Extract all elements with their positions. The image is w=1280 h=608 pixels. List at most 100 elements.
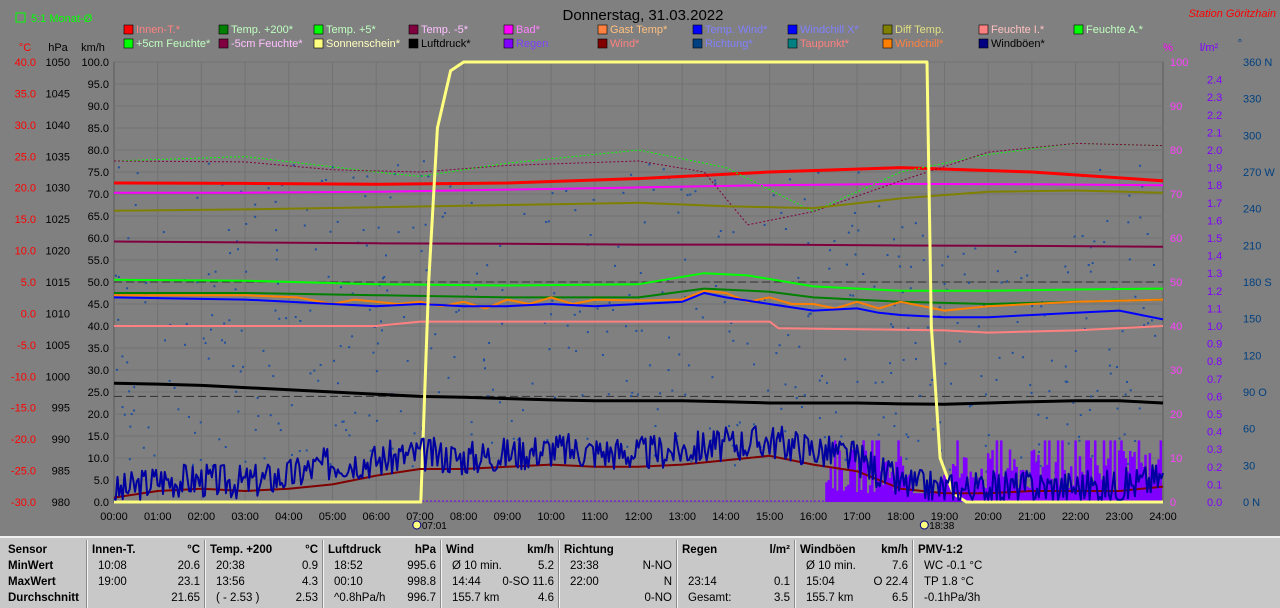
direction-point xyxy=(276,249,279,252)
direction-point xyxy=(128,458,131,461)
direction-point xyxy=(1029,471,1032,474)
legend-label: Windchill* xyxy=(895,38,944,50)
press-axis-tick: 1010 xyxy=(46,308,70,320)
stats-cell-row: 0-NO xyxy=(564,590,672,606)
stats-cell-row: 155.7 km 4.6 xyxy=(446,590,554,606)
direction-point xyxy=(671,389,674,392)
direction-point xyxy=(800,406,803,409)
direction-point xyxy=(643,221,646,224)
direction-point xyxy=(575,350,578,353)
direction-point xyxy=(339,345,342,348)
x-axis-tick: 08:00 xyxy=(450,511,478,523)
stats-cell-label: 155.7 km xyxy=(452,592,500,604)
direction-point xyxy=(661,291,664,294)
stats-cell-value: 0.9 xyxy=(302,560,318,572)
direction-point xyxy=(857,229,860,232)
direction-point xyxy=(1045,416,1048,419)
direction-point xyxy=(592,198,595,201)
press-axis-tick: 1005 xyxy=(46,340,70,352)
direction-point xyxy=(775,352,778,355)
direction-point xyxy=(1020,277,1023,280)
press-axis-tick: 990 xyxy=(52,434,70,446)
sun-time-label: 07:01 xyxy=(422,521,447,532)
stats-cell-value: 6.5 xyxy=(892,592,908,604)
legend-label: Richtung* xyxy=(705,38,753,50)
direction-point xyxy=(1142,307,1145,310)
x-axis-tick: 16:00 xyxy=(800,511,828,523)
stats-column: PMV-1:2 WC -0.1 °C TP 1.8 °C -0.1hPa/3h xyxy=(918,542,1026,606)
direction-point xyxy=(488,341,491,344)
mode-checkbox[interactable] xyxy=(15,12,26,23)
direction-point xyxy=(434,333,437,336)
x-axis-tick: 17:00 xyxy=(843,511,871,523)
direction-point xyxy=(275,258,278,261)
x-axis: 00:00 01:00 02:00 03:00 04:00 05:00 06:00 07:00… xyxy=(100,511,1177,532)
direction-point xyxy=(1078,435,1081,438)
percent-axis-tick: 0 xyxy=(1170,497,1176,509)
legend-label: +5cm Feuchte* xyxy=(136,38,211,50)
direction-point xyxy=(117,166,120,169)
direction-point xyxy=(333,359,336,362)
direction-point xyxy=(550,313,553,316)
legend-swatch xyxy=(313,24,324,35)
legend-label: Diff Temp. xyxy=(895,24,944,36)
direction-point xyxy=(907,436,910,439)
direction-point xyxy=(263,457,266,460)
direction-point xyxy=(294,315,297,318)
x-axis-tick: 00:00 xyxy=(100,511,128,523)
direction-point xyxy=(1038,443,1041,446)
direction-point xyxy=(1124,393,1127,396)
direction-point xyxy=(905,457,908,460)
rain-axis-tick: 0.7 xyxy=(1207,374,1222,386)
direction-point xyxy=(207,162,210,165)
stats-cell-value: 0-NO xyxy=(644,592,672,604)
direction-point xyxy=(501,322,504,325)
direction-point xyxy=(368,414,371,417)
direction-point xyxy=(144,281,147,284)
temp-axis-tick: -30.0 xyxy=(11,497,36,509)
legend-swatch xyxy=(597,38,608,49)
direction-point xyxy=(169,323,172,326)
stats-cell-row: Ø 10 min. 5.2 xyxy=(446,558,554,574)
direction-point xyxy=(126,361,129,364)
direction-point xyxy=(854,253,857,256)
direction-point xyxy=(551,192,554,195)
direction-point xyxy=(223,341,226,344)
direction-point xyxy=(517,438,520,441)
direction-point xyxy=(129,425,132,428)
direction-point xyxy=(224,445,227,448)
direction-point xyxy=(133,386,136,389)
direction-point xyxy=(710,439,713,442)
press-axis-tick: 1000 xyxy=(46,371,70,383)
direction-point xyxy=(234,288,237,291)
direction-point xyxy=(784,383,787,386)
direction-point xyxy=(327,275,330,278)
stats-cell-label: ^0.8hPa/h xyxy=(334,592,386,604)
direction-point xyxy=(1118,437,1121,440)
direction-point xyxy=(336,382,339,385)
direction-point xyxy=(348,434,351,437)
direction-point xyxy=(292,164,295,167)
wind-axis-tick: 95.0 xyxy=(88,79,109,91)
direction-point xyxy=(1066,271,1069,274)
direction-point xyxy=(1083,327,1086,330)
direction-point xyxy=(339,286,342,289)
direction-point xyxy=(635,329,638,332)
series-line xyxy=(114,289,1164,312)
stats-column-unit: °C xyxy=(187,544,200,556)
legend-swatch xyxy=(692,38,703,49)
x-axis-tick: 23:00 xyxy=(1106,511,1134,523)
direction-point xyxy=(684,296,687,299)
series-line xyxy=(113,240,1164,248)
direction-point xyxy=(753,363,756,366)
stats-cell-row: 22:00 N xyxy=(564,574,672,590)
direction-point xyxy=(274,200,277,203)
direction-point xyxy=(567,346,570,349)
direction-point xyxy=(689,193,692,196)
direction-point xyxy=(512,437,515,440)
stats-column: Wind km/h Ø 10 min. 5.2 14:44 0-SO 11.6 155.7 … xyxy=(446,542,554,606)
direction-point xyxy=(317,379,320,382)
direction-point xyxy=(134,204,137,207)
direction-axis-tick: 270 W xyxy=(1243,167,1275,179)
stats-column-header: Wind km/h xyxy=(446,542,554,558)
